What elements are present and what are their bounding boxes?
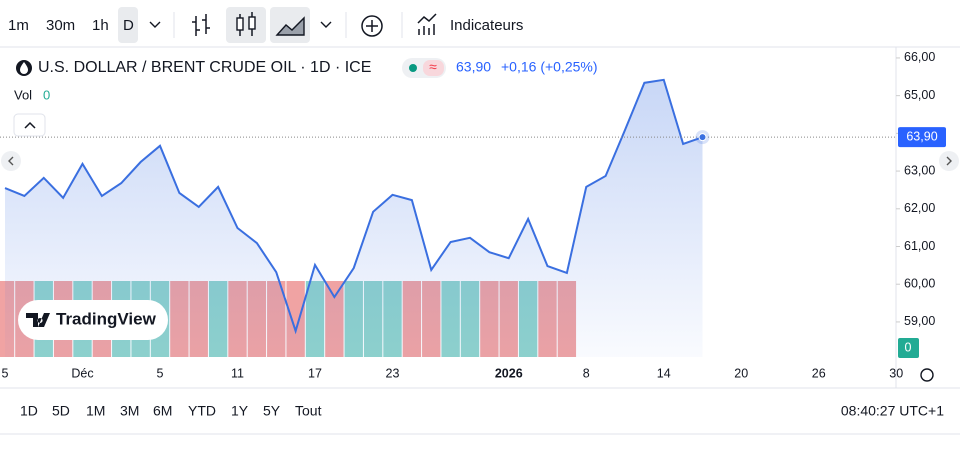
y-tick-label: 66,00 — [904, 50, 935, 64]
x-tick-label: 5 — [2, 366, 9, 380]
x-tick-label: 8 — [583, 366, 590, 380]
logo-mark — [26, 313, 50, 327]
dropdown-icon[interactable] — [320, 21, 332, 28]
active-interval-bg — [118, 7, 138, 43]
y-tick-label: 60,00 — [904, 277, 935, 291]
legend-price: 63,90 — [456, 59, 491, 75]
last-price-label: 63,90 — [906, 129, 937, 143]
clock: 08:40:27 UTC+1 — [841, 403, 944, 419]
last-price-badge — [898, 127, 946, 148]
collapse-icon — [24, 121, 36, 129]
candle-body — [236, 17, 244, 31]
price-line — [4, 78, 703, 335]
y-tick-label: 63,00 — [904, 163, 935, 177]
delay-icon: ≈ — [429, 59, 437, 75]
interval-button[interactable]: 1h — [92, 17, 109, 34]
range-button[interactable]: 5Y — [263, 403, 281, 419]
logo-text: TradingView — [56, 309, 157, 328]
x-tick-label: 11 — [231, 366, 244, 380]
x-tick-label: 23 — [386, 366, 400, 380]
y-tick-label: 59,00 — [904, 314, 935, 328]
interval-button[interactable]: 30m — [46, 17, 75, 34]
x-tick-label: 26 — [812, 366, 826, 380]
range-button[interactable]: 5D — [52, 403, 70, 419]
settings-icon[interactable] — [920, 368, 934, 382]
last-point — [698, 133, 707, 142]
x-tick-label: 17 — [308, 366, 322, 380]
x-tick-label: Déc — [71, 366, 93, 380]
range-button[interactable]: YTD — [188, 403, 216, 419]
area-fill — [5, 79, 703, 358]
volume-axis-label: 0 — [905, 340, 912, 354]
market-open-dot — [409, 64, 417, 72]
area-icon[interactable] — [275, 16, 305, 36]
arrow — [946, 156, 952, 166]
y-tick-label: 62,00 — [904, 201, 935, 215]
interval-button[interactable]: 1m — [8, 17, 29, 34]
drop-icon — [20, 62, 28, 74]
range-button[interactable]: 1Y — [231, 403, 249, 419]
x-tick-label: 5 — [157, 366, 164, 380]
scroll-left[interactable] — [1, 151, 21, 171]
add-icon[interactable] — [361, 15, 383, 37]
interval-button[interactable]: D — [123, 17, 134, 34]
candle-body — [248, 16, 256, 30]
symbol-title: U.S. DOLLAR / BRENT CRUDE OIL · 1D · ICE — [38, 59, 371, 76]
vol-value: 0 — [43, 87, 50, 102]
indicators-button[interactable]: Indicateurs — [450, 17, 523, 34]
indicators-icon[interactable] — [417, 13, 437, 35]
range-button[interactable]: 1M — [86, 403, 105, 419]
y-tick-label: 65,00 — [904, 88, 935, 102]
x-tick-label: 30 — [889, 366, 903, 380]
volume-axis-badge — [898, 338, 919, 358]
delay-pill — [423, 60, 444, 76]
range-button[interactable]: 1D — [20, 403, 38, 419]
x-tick-label: 14 — [657, 366, 671, 380]
vol-label: Vol — [14, 87, 32, 102]
bars-icon[interactable] — [192, 14, 210, 36]
logo-bg — [18, 300, 168, 340]
add-plus — [366, 20, 378, 32]
legend-change: +0,16 (+0,25%) — [501, 59, 598, 75]
scroll-right[interactable] — [939, 151, 959, 171]
collapse-button[interactable] — [13, 113, 46, 137]
range-button[interactable]: 3M — [120, 403, 139, 419]
logo[interactable]: TradingView — [18, 300, 168, 340]
x-tick-label: 20 — [734, 366, 748, 380]
range-button[interactable]: 6M — [153, 403, 172, 419]
y-tick-label: 61,00 — [904, 239, 935, 253]
arrow — [8, 156, 14, 166]
range-button[interactable]: Tout — [295, 403, 322, 419]
dropdown-icon[interactable] — [149, 21, 161, 28]
x-tick-label: 2026 — [495, 366, 523, 380]
candles-bg — [226, 7, 266, 43]
